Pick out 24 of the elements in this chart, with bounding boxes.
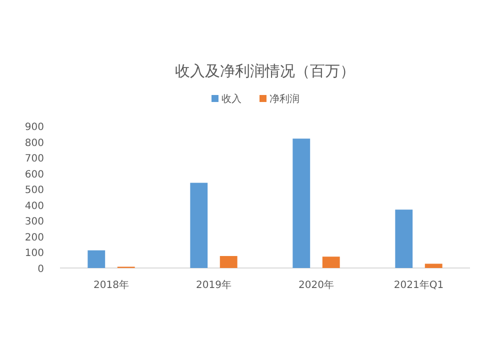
bar xyxy=(424,264,442,268)
y-tick-label: 0 xyxy=(38,264,44,275)
bar xyxy=(395,210,413,268)
x-tick-label: 2018年 xyxy=(94,279,129,291)
y-tick-label: 500 xyxy=(24,185,44,196)
y-tick-label: 400 xyxy=(24,200,44,212)
y-tick-label: 100 xyxy=(24,248,44,260)
y-tick-label: 900 xyxy=(24,122,44,133)
y-tick-label: 800 xyxy=(24,138,44,149)
bar xyxy=(220,256,238,268)
y-tick-label: 300 xyxy=(24,216,44,228)
x-tick-label: 2019年 xyxy=(196,279,232,291)
y-tick-label: 200 xyxy=(24,232,44,244)
y-tick-label: 600 xyxy=(24,169,44,180)
chart-title: 收入及净利润情况（百万） xyxy=(175,62,355,80)
bar xyxy=(322,256,340,268)
legend-label: 收入 xyxy=(222,93,242,105)
bar xyxy=(190,182,208,268)
x-tick-label: 2020年 xyxy=(298,279,334,291)
bar xyxy=(88,250,106,268)
x-tick-label: 2021年Q1 xyxy=(394,279,444,291)
bar xyxy=(292,138,310,268)
legend-label: 净利润 xyxy=(270,93,300,105)
y-tick-label: 700 xyxy=(24,154,44,165)
